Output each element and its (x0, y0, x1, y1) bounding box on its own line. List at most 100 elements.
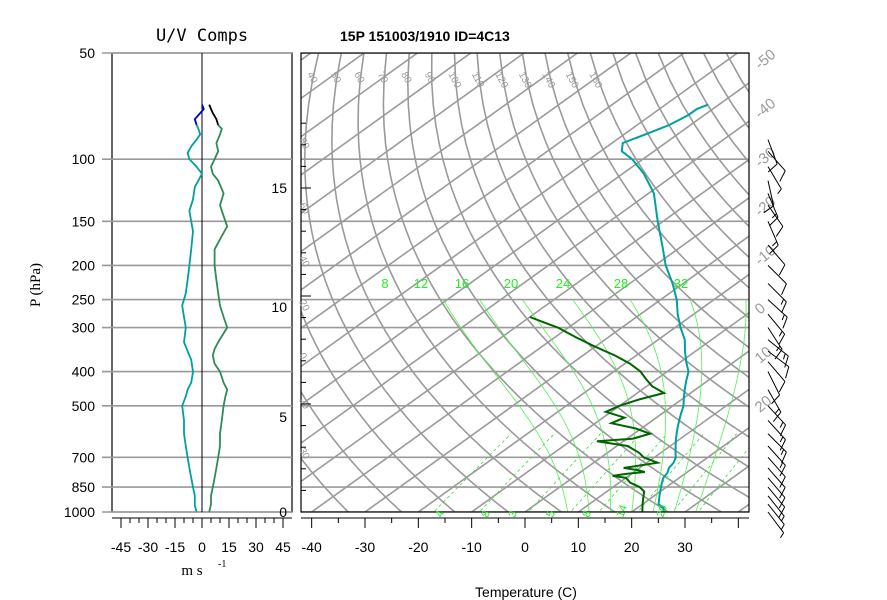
pressure-tick-label: 1000 (64, 504, 95, 520)
moist-adiabat-label: 28 (614, 276, 628, 291)
dry-adiabat (406, 53, 724, 512)
dry-adiabat (331, 53, 563, 512)
isotherm (0, 19, 305, 520)
uv-axis-label: m s (181, 563, 202, 579)
mixing-ratio-label: 8 (480, 509, 493, 519)
wind-barb-staff (767, 313, 786, 335)
wind-barb-staff (767, 503, 785, 525)
dry-adiabat (775, 19, 887, 520)
mixing-ratio-line (697, 447, 749, 512)
isotherm (683, 465, 749, 512)
dry-adiabat-label: 100 (445, 70, 463, 90)
wind-barb-feather (779, 170, 786, 182)
adiabat-side-label: 60 (296, 201, 311, 216)
wind-barb-feather (779, 462, 784, 469)
adiabat-side-label: 30 (296, 446, 311, 461)
dry-adiabat (301, 457, 350, 512)
dry-adiabat (634, 53, 749, 228)
wind-barb-feather (769, 244, 779, 254)
moist-adiabat-label: 24 (556, 276, 570, 291)
wind-barb-feather (781, 451, 787, 464)
isotherm (576, 388, 749, 512)
isotherm (301, 53, 419, 138)
isotherm (470, 311, 749, 512)
pressure-tick-label: 850 (72, 479, 96, 495)
isotherm-label: 0 (752, 300, 769, 318)
adiabat-side-label: 80 (296, 136, 311, 151)
wind-barb-staff (767, 477, 786, 498)
temperature-tick-label: 10 (571, 539, 587, 555)
sounding-line (529, 316, 667, 512)
dry-adiabat-label: 60 (351, 70, 366, 85)
isotherm (736, 503, 749, 512)
wind-barb-staff (767, 244, 786, 266)
moist-adiabat-label: 8 (381, 276, 388, 291)
wind-barbs (763, 139, 790, 539)
wind-barb-feather (779, 465, 786, 477)
wind-barb-staff (767, 467, 786, 488)
dry-adiabat-label: 150 (563, 70, 581, 90)
mixing-ratio-label: 4 (434, 509, 447, 519)
wind-barb-feather (781, 283, 787, 295)
temperature-tick-label: 30 (677, 539, 693, 555)
mixing-ratio-line (433, 433, 512, 512)
wind-barb-staff (767, 361, 786, 382)
wind-barb-feather (779, 439, 786, 451)
mixing-ratio-line (570, 433, 641, 512)
height-axis: 0 5 10 15 (271, 122, 311, 520)
mixing-ratio-label: 3 (507, 509, 520, 519)
wind-barb-feather (777, 188, 782, 195)
wind-barb-feather (785, 366, 790, 379)
wind-barb-feather (775, 226, 784, 237)
pressure-axis-label: P (hPa) (28, 263, 44, 307)
wind-barb-feather (780, 524, 785, 530)
skewt-line-labels: 40 50 60 70 80 90 100 110 120 130 140 150 160-50-40-… (296, 46, 779, 519)
dry-adiabat (357, 53, 617, 512)
wind-barb-staff (767, 327, 783, 350)
uv-x-tick-labels: -45 -30 -15 0 15 30 45 (111, 539, 291, 555)
isotherm-label: -50 (752, 46, 780, 73)
uv-x-tick-label: 0 (198, 539, 206, 555)
isotherm (416, 273, 749, 512)
dry-adiabat-label: 50 (328, 70, 343, 85)
wind-barb-staff (767, 486, 786, 508)
moist-adiabat (695, 299, 747, 512)
wind-barb-staff (767, 433, 787, 453)
wind-barb-feather (781, 301, 787, 314)
wind-barb-feather (778, 264, 786, 276)
wind-barb-feather (780, 515, 785, 522)
wind-barb-feather (779, 424, 787, 436)
uv-x-tick-label: -45 (111, 539, 131, 555)
dry-adiabat (612, 53, 749, 259)
wind-barb-staff (767, 265, 787, 285)
isotherm (301, 53, 739, 368)
dry-adiabat (301, 390, 403, 512)
wind-barb-feather (780, 449, 785, 456)
wind-barb-feather (778, 497, 786, 509)
uv-panel-title: U/V Comps (156, 26, 248, 46)
wind-barb-staff (767, 457, 786, 478)
wind-barb-feather (774, 349, 783, 360)
uv-x-tick-label: 30 (248, 539, 264, 555)
wind-barb-staff (767, 371, 781, 396)
adiabat-side-label: 20 (296, 298, 311, 313)
wind-barb-feather (771, 213, 777, 219)
pressure-tick-label: 500 (72, 398, 96, 414)
dry-adiabat (185, 19, 302, 520)
uv-panel-grid (102, 52, 292, 528)
dry-adiabat (453, 53, 749, 468)
dry-adiabat (589, 53, 749, 289)
isotherm (301, 53, 633, 291)
dry-adiabat (747, 53, 749, 55)
temperature-tick-label: -40 (302, 539, 322, 555)
uv-x-tick-label: 15 (221, 539, 237, 555)
pressure-tick-label: 400 (72, 364, 96, 380)
moist-adiabat (629, 299, 666, 512)
dry-adiabat (753, 19, 887, 520)
pressure-tick-label: 250 (72, 292, 96, 308)
pressure-tick-label: 300 (72, 320, 96, 336)
dry-adiabat (498, 53, 749, 409)
wind-barb-feather (781, 314, 785, 321)
dry-adiabat-label: 40 (304, 70, 319, 85)
